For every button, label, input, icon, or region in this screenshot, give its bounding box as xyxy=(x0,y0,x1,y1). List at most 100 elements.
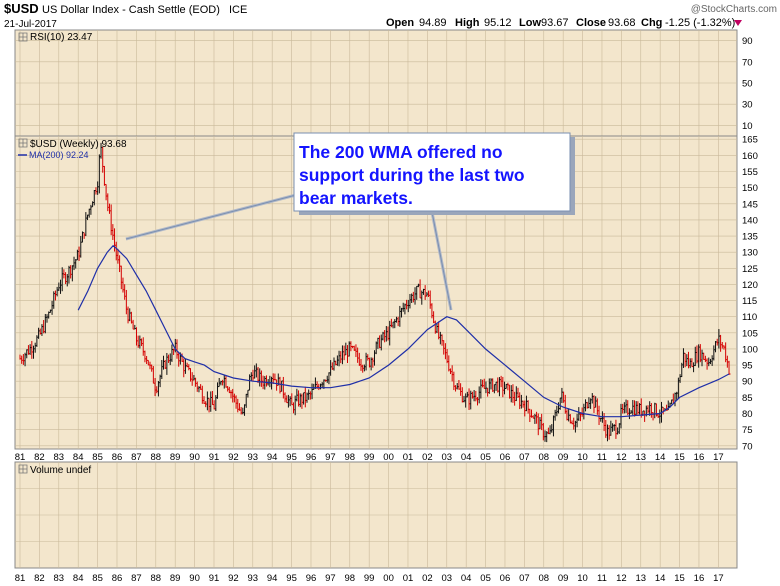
annotation-callout: The 200 WMA offered no support during th… xyxy=(125,132,575,311)
callout-pointer xyxy=(431,211,452,311)
callout-box xyxy=(293,132,571,212)
x-tick-label: 11 xyxy=(597,452,607,463)
x-tick-label: 06 xyxy=(500,452,511,463)
y-tick-label: 120 xyxy=(742,280,758,291)
volume-label: Volume undef xyxy=(30,465,91,476)
rsi-y-axis: 10 30 50 70 90 xyxy=(742,36,753,132)
x-tick-label: 84 xyxy=(73,573,84,584)
chart-grid-icon xyxy=(18,464,28,474)
x-tick-label: 99 xyxy=(364,573,375,584)
chart-header: $USD US Dollar Index - Cash Settle (EOD)… xyxy=(4,1,777,30)
x-tick-label: 09 xyxy=(558,573,569,584)
chg-value: -1.25 (-1.32%) xyxy=(665,17,735,29)
chart-grid-icon xyxy=(18,138,28,148)
x-tick-label: 08 xyxy=(538,573,549,584)
x-tick-label: 88 xyxy=(151,573,162,584)
y-tick-label: 50 xyxy=(742,79,753,90)
x-tick-label: 92 xyxy=(228,452,239,463)
x-tick-label: 00 xyxy=(383,452,394,463)
x-tick-label: 82 xyxy=(34,573,45,584)
y-tick-label: 145 xyxy=(742,199,758,210)
y-tick-label: 105 xyxy=(742,328,758,339)
rsi-grid xyxy=(15,30,737,136)
x-tick-label: 81 xyxy=(15,573,26,584)
x-tick-label: 02 xyxy=(422,573,433,584)
instrument-name: US Dollar Index - Cash Settle (EOD) xyxy=(42,4,220,16)
y-tick-label: 10 xyxy=(742,121,753,132)
y-tick-label: 155 xyxy=(742,167,758,178)
x-tick-label: 89 xyxy=(170,452,181,463)
ma-200-line xyxy=(77,244,730,418)
x-tick-label: 85 xyxy=(92,573,103,584)
x-tick-label: 07 xyxy=(519,452,530,463)
x-tick-label: 86 xyxy=(112,452,123,463)
x-tick-label: 17 xyxy=(713,573,724,584)
callout-line-3: bear markets. xyxy=(299,188,413,208)
x-tick-label: 93 xyxy=(247,452,258,463)
x-tick-label: 03 xyxy=(441,573,452,584)
x-tick-label: 14 xyxy=(655,573,666,584)
x-tick-label: 90 xyxy=(189,573,200,584)
y-tick-label: 150 xyxy=(742,183,758,194)
x-tick-label: 13 xyxy=(635,573,646,584)
x-tick-label: 10 xyxy=(577,573,588,584)
x-tick-label: 89 xyxy=(170,573,181,584)
y-tick-label: 80 xyxy=(742,409,753,420)
x-tick-label: 94 xyxy=(267,452,278,463)
y-tick-label: 85 xyxy=(742,393,753,404)
x-tick-label: 05 xyxy=(480,452,491,463)
x-tick-label: 95 xyxy=(286,573,297,584)
callout-line-2: support during the last two xyxy=(299,165,525,185)
x-tick-label: 98 xyxy=(344,573,355,584)
x-tick-label: 04 xyxy=(461,452,472,463)
x-tick-label: 13 xyxy=(635,452,646,463)
x-tick-label: 90 xyxy=(189,452,200,463)
low-label: Low xyxy=(519,17,541,29)
x-tick-label: 11 xyxy=(597,573,607,584)
symbol-title: $USD xyxy=(4,1,39,16)
x-tick-label: 04 xyxy=(461,573,472,584)
y-tick-label: 75 xyxy=(742,425,753,436)
x-tick-label: 14 xyxy=(655,452,666,463)
y-tick-label: 95 xyxy=(742,361,753,372)
y-tick-label: 130 xyxy=(742,248,758,259)
y-tick-label: 160 xyxy=(742,151,758,162)
x-tick-label: 86 xyxy=(112,573,123,584)
y-tick-label: 140 xyxy=(742,215,758,226)
y-tick-label: 30 xyxy=(742,100,753,111)
x-tick-label: 92 xyxy=(228,573,239,584)
x-tick-label: 88 xyxy=(151,452,162,463)
x-tick-label: 83 xyxy=(54,573,65,584)
exchange-label: ICE xyxy=(229,4,247,16)
y-tick-label: 90 xyxy=(742,36,753,47)
x-tick-label: 08 xyxy=(538,452,549,463)
x-tick-label: 03 xyxy=(441,452,452,463)
price-label: $USD (Weekly) 93.68 xyxy=(30,139,127,150)
x-tick-label: 09 xyxy=(558,452,569,463)
high-label: High xyxy=(455,17,480,29)
x-tick-label: 01 xyxy=(403,573,414,584)
stockcharts-watermark: @StockCharts.com xyxy=(691,4,777,15)
x-tick-label: 16 xyxy=(694,573,705,584)
x-tick-label: 07 xyxy=(519,573,530,584)
open-label: Open xyxy=(386,17,414,29)
y-tick-label: 70 xyxy=(742,57,753,68)
y-tick-label: 100 xyxy=(742,344,758,355)
x-tick-label: 87 xyxy=(131,573,142,584)
y-tick-label: 115 xyxy=(742,296,757,307)
y-tick-label: 70 xyxy=(742,441,753,452)
rsi-label: RSI(10) 23.47 xyxy=(30,32,93,43)
x-axis-volume: 81 82 83 84 85 86 87 88 89 90 91 92 93 94 95 96 97 98 99 00… xyxy=(15,573,724,584)
volume-grid xyxy=(15,462,737,568)
x-tick-label: 10 xyxy=(577,452,588,463)
x-tick-label: 93 xyxy=(247,573,258,584)
price-y-axis: 70 75 80 85 90 95 100 105 110 115 120 125 130 135 140 1… xyxy=(742,135,758,453)
x-axis-price: 81 82 83 84 85 86 87 88 89 90 91 92 93 94 95 96 97 98 99 00… xyxy=(15,452,724,463)
x-tick-label: 83 xyxy=(54,452,65,463)
ma-label: MA(200) 92.24 xyxy=(29,150,89,160)
x-tick-label: 01 xyxy=(403,452,414,463)
x-tick-label: 06 xyxy=(500,573,511,584)
x-tick-label: 99 xyxy=(364,452,375,463)
x-tick-label: 12 xyxy=(616,573,627,584)
